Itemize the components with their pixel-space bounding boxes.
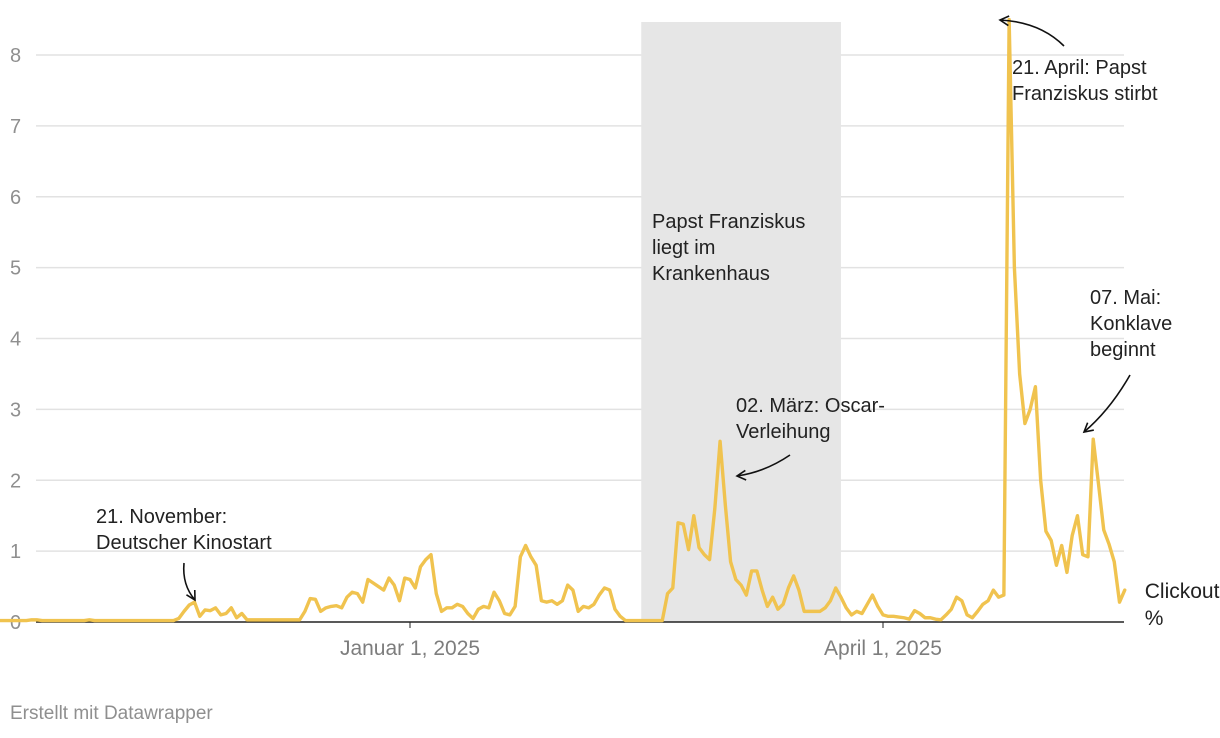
y-tick-label: 3 bbox=[10, 399, 21, 421]
y-tick-label: 4 bbox=[10, 329, 21, 351]
series-label: Clickout bbox=[1145, 580, 1220, 603]
x-tick-label: Januar 1, 2025 bbox=[340, 637, 480, 660]
annotation-text: Konklave bbox=[1090, 313, 1172, 335]
arrow-shaft bbox=[999, 19, 1065, 47]
highlight-band bbox=[641, 22, 841, 622]
arrow-head bbox=[735, 469, 747, 481]
series-label: % bbox=[1145, 607, 1164, 630]
annotation-arrow bbox=[735, 454, 791, 481]
annotation: 21. April: Papst Franziskus stirbt bbox=[1012, 57, 1158, 105]
y-tick-label: 1 bbox=[10, 541, 21, 563]
annotation-arrow bbox=[1082, 374, 1131, 434]
y-tick-label: 6 bbox=[10, 187, 21, 209]
y-tick-label: 8 bbox=[10, 45, 21, 67]
gridlines bbox=[36, 54, 1124, 552]
series-line-clickout bbox=[0, 17, 1127, 623]
annotation-text: 07. Mai: bbox=[1090, 287, 1161, 309]
annotation: 02. März: Oscar- Verleihung bbox=[736, 395, 885, 443]
arrow-head bbox=[998, 15, 1010, 27]
annotation-text: beginnt bbox=[1090, 339, 1156, 361]
highlight-label: Krankenhaus bbox=[652, 263, 770, 285]
y-tick-label: 5 bbox=[10, 258, 21, 280]
footer-credit: Erstellt mit Datawrapper bbox=[10, 703, 213, 724]
arrow-shaft bbox=[736, 454, 791, 477]
annotation-arrow bbox=[182, 562, 196, 602]
x-axis: Januar 1, 2025 April 1, 2025 bbox=[340, 622, 942, 660]
arrow-head bbox=[1082, 422, 1094, 434]
arrow-shaft bbox=[1083, 374, 1131, 433]
annotations: 21. November: Deutscher Kinostart 02. März… bbox=[96, 15, 1172, 602]
y-tick-label: 2 bbox=[10, 470, 21, 492]
x-tick-label: April 1, 2025 bbox=[824, 637, 942, 660]
highlight-label: liegt im bbox=[652, 237, 715, 259]
arrow-head bbox=[186, 589, 196, 602]
annotation-arrow bbox=[998, 15, 1065, 47]
annotation: 21. November: Deutscher Kinostart bbox=[96, 506, 272, 554]
arrow-shaft bbox=[182, 562, 196, 601]
y-tick-label: 7 bbox=[10, 116, 21, 138]
annotation-text: Franziskus stirbt bbox=[1012, 83, 1158, 105]
annotation-text: Verleihung bbox=[736, 421, 831, 443]
annotation-text: 21. November: bbox=[96, 506, 227, 528]
hospital-highlight-band: Papst Franziskus liegt im Krankenhaus bbox=[641, 22, 841, 622]
series-group: Clickout% bbox=[0, 17, 1220, 630]
annotation-text: 21. April: Papst bbox=[1012, 57, 1147, 79]
y-tick-label: 0 bbox=[10, 612, 21, 634]
annotation: 07. Mai: Konklave beginnt bbox=[1090, 287, 1172, 361]
y-axis: 0 1 2 3 4 5 6 7 8 bbox=[10, 45, 1124, 634]
annotation-text: Deutscher Kinostart bbox=[96, 532, 272, 554]
highlight-label: Papst Franziskus bbox=[652, 211, 805, 233]
annotation-text: 02. März: Oscar- bbox=[736, 395, 885, 417]
